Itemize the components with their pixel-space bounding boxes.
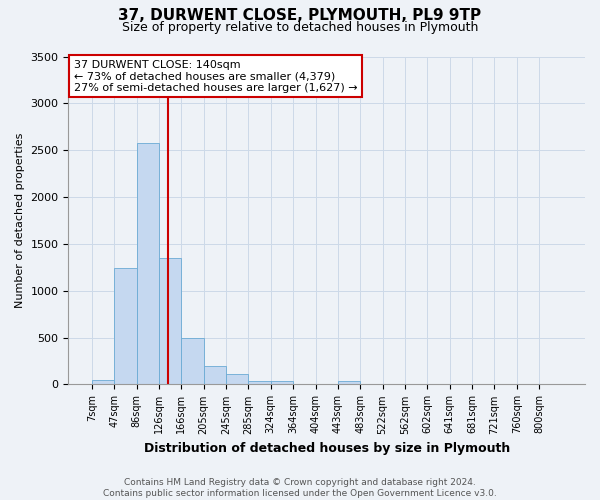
Bar [181,338,204,384]
Bar [271,380,293,384]
Bar [248,380,271,384]
Bar [338,380,360,384]
Bar [92,380,114,384]
Text: Size of property relative to detached houses in Plymouth: Size of property relative to detached ho… [122,21,478,34]
Y-axis label: Number of detached properties: Number of detached properties [15,133,25,308]
X-axis label: Distribution of detached houses by size in Plymouth: Distribution of detached houses by size … [143,442,510,455]
Bar [114,268,137,384]
Bar [204,366,226,384]
Bar [159,258,181,384]
Bar [137,142,159,384]
Bar [226,374,248,384]
Text: Contains HM Land Registry data © Crown copyright and database right 2024.
Contai: Contains HM Land Registry data © Crown c… [103,478,497,498]
Text: 37 DURWENT CLOSE: 140sqm
← 73% of detached houses are smaller (4,379)
27% of sem: 37 DURWENT CLOSE: 140sqm ← 73% of detach… [74,60,357,93]
Text: 37, DURWENT CLOSE, PLYMOUTH, PL9 9TP: 37, DURWENT CLOSE, PLYMOUTH, PL9 9TP [118,8,482,22]
